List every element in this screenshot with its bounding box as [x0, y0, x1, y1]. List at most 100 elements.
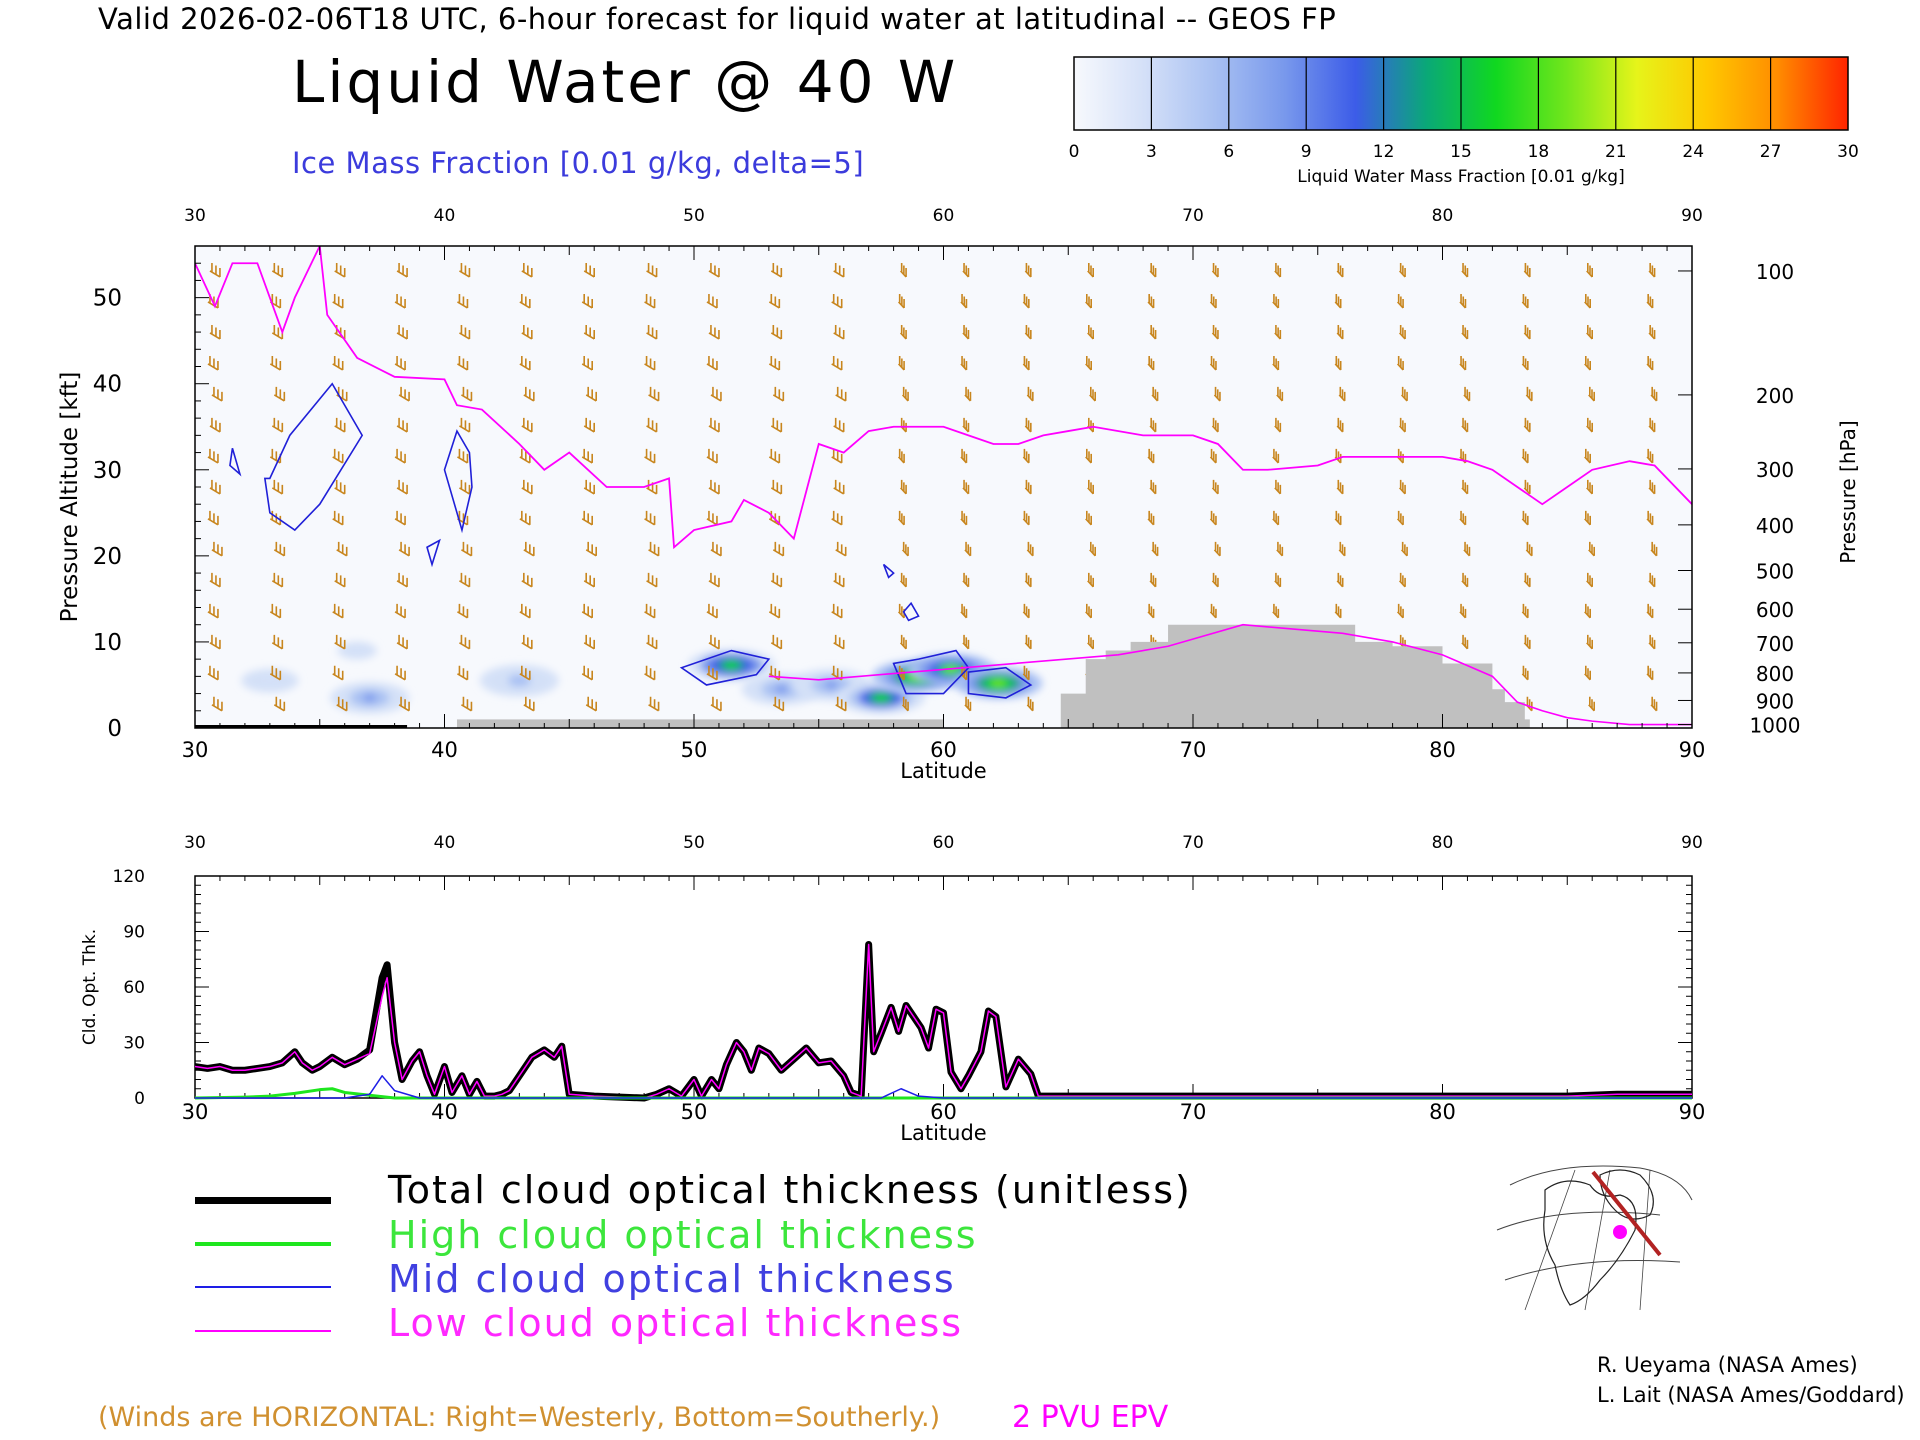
ice-contour	[443, 429, 473, 534]
colorbar: 0 3 6 9 12 15 18 21 24 27 30 Liquid Water Mass Frac…	[1069, 56, 1859, 187]
wind-barb	[1022, 603, 1030, 619]
wind-barb	[334, 572, 346, 588]
wind-barb	[648, 386, 660, 402]
wind-barb	[768, 293, 781, 309]
wind-barb	[899, 634, 907, 650]
wind-barb	[1024, 324, 1032, 340]
x-tick-label: 30	[182, 738, 209, 762]
wind-barb	[1334, 448, 1342, 464]
wind-barb	[332, 510, 344, 526]
wind-barb	[833, 324, 845, 340]
wind-barb	[831, 448, 843, 464]
wind-barb	[962, 417, 970, 433]
wind-barb	[1213, 386, 1221, 402]
y-tick-label: 10	[93, 630, 122, 656]
wind-barb	[334, 324, 346, 340]
wind-barb	[1646, 603, 1654, 619]
wind-barb	[209, 634, 221, 650]
wind-barb	[334, 634, 346, 650]
wind-barb	[772, 386, 785, 402]
colorbar-tick-label: 24	[1682, 142, 1704, 162]
wind-barb	[519, 603, 531, 619]
wind-barb	[644, 603, 656, 619]
wind-barb	[461, 386, 473, 402]
x-tick-label: 40	[431, 738, 458, 762]
pressure-tick-label: 500	[1756, 559, 1794, 583]
wind-barb	[207, 603, 219, 619]
wind-barb	[1149, 479, 1157, 495]
blob-layer	[775, 685, 788, 694]
wind-barb	[1586, 324, 1593, 340]
wind-barb	[581, 293, 593, 309]
wind-barb	[899, 262, 907, 278]
wind-barb	[1151, 386, 1159, 402]
wind-barb	[269, 603, 282, 619]
wind-barb	[207, 355, 219, 371]
wind-barb	[583, 417, 595, 433]
wind-barb	[519, 293, 531, 309]
blob-layer	[824, 680, 838, 689]
wind-barb	[1588, 386, 1595, 402]
wind-barb	[770, 479, 783, 495]
wind-barb	[336, 386, 348, 402]
wind-barb	[1209, 603, 1217, 619]
wind-barb	[1648, 572, 1656, 588]
wind-barb	[708, 479, 720, 495]
header-line: Valid 2026-02-06T18 UTC, 6-hour forecast…	[98, 2, 1337, 36]
x-tick-label: 60	[930, 738, 957, 762]
wind-barb	[519, 510, 531, 526]
wind-barb	[1336, 417, 1344, 433]
wind-barb	[962, 634, 970, 650]
wind-barb	[1272, 448, 1280, 464]
ice-contour	[426, 538, 441, 568]
wind-barb	[332, 293, 344, 309]
ice-contour	[902, 601, 920, 622]
wind-barb	[1646, 510, 1654, 526]
wind-barb	[459, 634, 471, 650]
wind-barb	[273, 541, 286, 557]
wind-barb	[394, 448, 406, 464]
y-tick-label: 40	[93, 372, 122, 398]
wind-barb	[396, 572, 408, 588]
x-axis-title: Latitude	[900, 1121, 986, 1145]
wind-barb	[1648, 634, 1656, 650]
wind-barb	[835, 696, 847, 712]
wind-barb	[1588, 696, 1595, 712]
wind-barb	[962, 262, 970, 278]
wind-barb	[962, 572, 970, 588]
wind-barb	[899, 417, 907, 433]
wind-barb	[581, 510, 593, 526]
wind-barb	[1211, 479, 1219, 495]
wind-barb	[1523, 479, 1531, 495]
epv-label: 2 PVU EPV	[1012, 1400, 1169, 1435]
wind-barb	[1396, 293, 1404, 309]
wind-barb	[962, 479, 970, 495]
wind-barb	[398, 696, 410, 712]
legend-swatch	[195, 1242, 331, 1246]
wind-barb	[1584, 665, 1591, 681]
wind-barb	[271, 324, 284, 340]
legend-label: Mid cloud optical thickness	[388, 1257, 956, 1301]
blob-layer	[724, 661, 739, 670]
wind-barb	[962, 324, 970, 340]
wind-barb	[1089, 386, 1096, 402]
x-tick-label-top: 30	[184, 206, 206, 226]
wind-barb	[648, 696, 660, 712]
wind-barb	[457, 603, 469, 619]
wind-barb	[706, 603, 718, 619]
wind-barb	[1147, 355, 1155, 371]
wind-barb	[1024, 262, 1032, 278]
y-axis-title: Cld. Opt. Thk.	[80, 929, 100, 1045]
wind-barb	[1459, 603, 1467, 619]
wind-barb	[1274, 324, 1282, 340]
wind-barb	[583, 572, 595, 588]
wind-barb	[332, 665, 344, 681]
wind-barb	[899, 479, 907, 495]
legend-swatch	[195, 1197, 331, 1204]
wind-barb	[1336, 572, 1344, 588]
x-tick-label-top: 80	[1432, 833, 1454, 853]
wind-barb	[646, 572, 658, 588]
wind-barb	[1396, 448, 1404, 464]
optical-frame	[194, 875, 1693, 1099]
terrain-greenland	[1060, 624, 1530, 728]
